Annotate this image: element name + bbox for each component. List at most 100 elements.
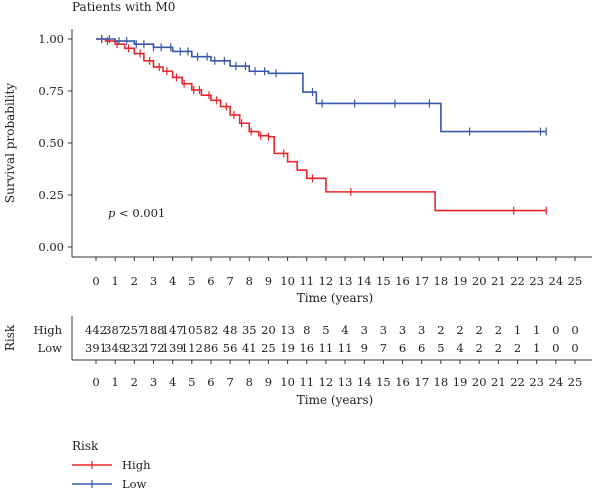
x-tick-label: 10	[280, 274, 295, 288]
risk-x-tick-label: 0	[92, 375, 99, 389]
risk-count-high: 105	[181, 323, 203, 337]
risk-count-low: 7	[380, 341, 387, 355]
risk-count-low: 2	[476, 341, 483, 355]
risk-count-low: 41	[242, 341, 257, 355]
x-tick-label: 21	[491, 274, 506, 288]
x-tick-label: 16	[395, 274, 410, 288]
risk-count-high: 0	[552, 323, 559, 337]
survival-curve-high	[96, 38, 547, 212]
risk-x-tick-label: 2	[131, 375, 138, 389]
chart-title: Patients with M0	[72, 0, 175, 14]
x-tick-label: 1	[111, 274, 118, 288]
risk-x-tick-label: 25	[568, 375, 583, 389]
risk-count-high: 3	[380, 323, 387, 337]
y-tick-label: 0.25	[38, 188, 64, 202]
x-tick-label: 24	[549, 274, 564, 288]
risk-count-high: 3	[361, 323, 368, 337]
x-tick-label: 11	[299, 274, 314, 288]
y-tick-label: 0.75	[38, 84, 64, 98]
x-tick-label: 4	[169, 274, 176, 288]
risk-count-high: 2	[437, 323, 444, 337]
legend-label-low: Low	[122, 477, 147, 491]
y-axis-title: Survival probability	[3, 83, 17, 203]
risk-count-low: 112	[181, 341, 203, 355]
risk-count-low: 9	[361, 341, 368, 355]
risk-x-axis-title: Time (years)	[297, 393, 373, 407]
risk-x-tick-label: 19	[453, 375, 468, 389]
survival-curve-low	[96, 38, 547, 133]
risk-x-tick-label: 10	[280, 375, 295, 389]
x-tick-label: 22	[510, 274, 525, 288]
risk-x-tick-label: 16	[395, 375, 410, 389]
risk-count-low: 11	[319, 341, 334, 355]
risk-count-low: 232	[123, 341, 145, 355]
risk-row-label-high: High	[34, 323, 63, 337]
legend-title: Risk	[72, 439, 99, 453]
x-tick-label: 12	[319, 274, 334, 288]
risk-count-high: 13	[280, 323, 295, 337]
x-tick-label: 23	[529, 274, 544, 288]
risk-x-tick-label: 7	[226, 375, 233, 389]
risk-x-tick-label: 5	[188, 375, 195, 389]
x-tick-label: 19	[453, 274, 468, 288]
x-tick-label: 25	[568, 274, 583, 288]
risk-x-tick-label: 9	[265, 375, 272, 389]
x-axis-ticks: 0 1 2 3 4 5 6 7 8 9 10 11 12 13 14 15 16 17 18 19 20 21 22 23 24…	[92, 257, 582, 288]
risk-x-tick-label: 8	[246, 375, 253, 389]
risk-x-tick-label: 23	[529, 375, 544, 389]
risk-count-low: 6	[418, 341, 425, 355]
risk-count-low: 86	[204, 341, 219, 355]
risk-x-tick-label: 1	[111, 375, 118, 389]
x-tick-label: 5	[188, 274, 195, 288]
risk-count-low: 16	[299, 341, 314, 355]
risk-x-tick-label: 6	[207, 375, 214, 389]
risk-count-low: 4	[456, 341, 463, 355]
x-tick-label: 9	[265, 274, 272, 288]
risk-count-high: 5	[322, 323, 329, 337]
x-tick-label: 3	[150, 274, 157, 288]
risk-count-high: 48	[223, 323, 238, 337]
risk-count-low: 349	[104, 341, 126, 355]
x-tick-label: 14	[357, 274, 372, 288]
risk-count-high: 387	[104, 323, 126, 337]
risk-x-tick-label: 18	[434, 375, 449, 389]
x-tick-label: 13	[338, 274, 353, 288]
y-axis-ticks: 0.00 0.25 0.50 0.75 1.00	[38, 32, 72, 254]
risk-count-high: 147	[162, 323, 184, 337]
risk-count-high: 82	[204, 323, 219, 337]
risk-count-low: 391	[85, 341, 107, 355]
risk-x-tick-label: 15	[376, 375, 391, 389]
risk-count-low: 5	[437, 341, 444, 355]
risk-count-high: 1	[533, 323, 540, 337]
risk-count-high: 0	[571, 323, 578, 337]
y-tick-label: 1.00	[38, 32, 64, 46]
risk-count-high: 2	[456, 323, 463, 337]
risk-count-low: 19	[280, 341, 295, 355]
risk-count-high: 20	[261, 323, 276, 337]
risk-count-high: 8	[303, 323, 310, 337]
risk-count-high: 35	[242, 323, 257, 337]
risk-x-tick-label: 14	[357, 375, 372, 389]
risk-count-low: 172	[143, 341, 165, 355]
risk-count-high: 1	[514, 323, 521, 337]
risk-x-tick-label: 12	[319, 375, 334, 389]
p-value-annotation: p < 0.001	[108, 206, 165, 220]
legend: High Low	[72, 458, 151, 491]
risk-x-tick-label: 22	[510, 375, 525, 389]
risk-x-tick-label: 13	[338, 375, 353, 389]
risk-x-tick-label: 4	[169, 375, 176, 389]
risk-count-low: 25	[261, 341, 276, 355]
risk-x-tick-label: 21	[491, 375, 506, 389]
risk-x-tick-label: 24	[549, 375, 564, 389]
risk-count-high: 3	[399, 323, 406, 337]
x-tick-label: 0	[92, 274, 99, 288]
x-tick-label: 6	[207, 274, 214, 288]
x-tick-label: 7	[226, 274, 233, 288]
x-tick-label: 8	[246, 274, 253, 288]
risk-x-axis-ticks: 0 1 2 3 4 5 6 7 8 9 10 11 12 13 14 15 16 17 18 19 20 21 22 23 24…	[92, 360, 582, 389]
risk-count-low: 56	[223, 341, 238, 355]
x-tick-label: 20	[472, 274, 487, 288]
legend-label-high: High	[122, 458, 151, 472]
risk-count-high: 257	[123, 323, 145, 337]
